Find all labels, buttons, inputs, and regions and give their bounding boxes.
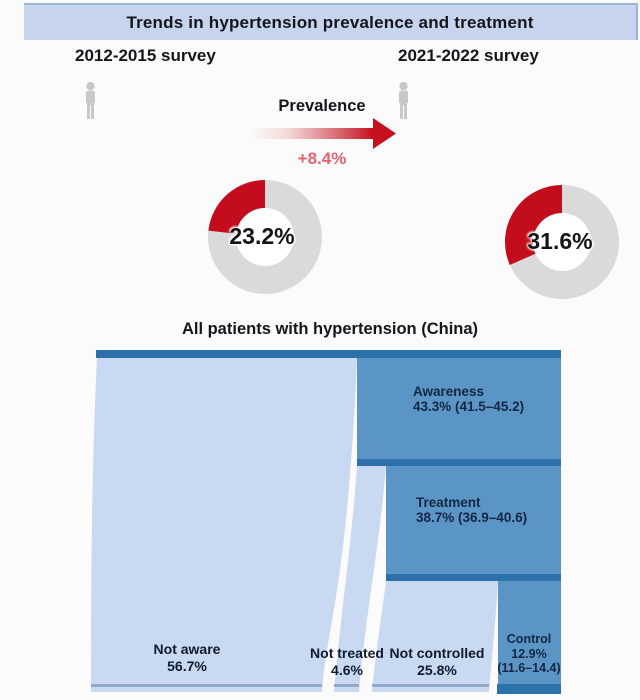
- not-treated-name: Not treated: [310, 645, 384, 661]
- not-treated-value: 4.6%: [331, 661, 363, 678]
- prevalence-label: Prevalence: [278, 97, 366, 115]
- person-icon: [399, 82, 408, 119]
- flow-floor-not-aware: [91, 684, 322, 687]
- control-name: Control: [506, 632, 552, 646]
- control-ci: (11.6–14.4): [497, 661, 561, 675]
- donut-segment-prevalence: [505, 185, 563, 265]
- treatment-value: 38.7% (36.9–40.6): [416, 510, 528, 525]
- label-control: Control 12.9% (11.6–14.4): [495, 632, 563, 676]
- flow-floor-not-treated: [334, 684, 359, 687]
- prevalence-change-value: +8.4%: [297, 149, 347, 168]
- flow-region-not-aware: [91, 358, 357, 692]
- label-not-controlled: Not controlled 25.8%: [377, 645, 497, 678]
- donut-segment-prevalence: [208, 180, 266, 235]
- awareness-name: Awareness: [413, 384, 485, 399]
- page-title: Trends in hypertension prevalence and tr…: [126, 12, 534, 32]
- flow-region-not-controlled: [372, 581, 498, 692]
- label-awareness: Awareness 43.3% (41.5–45.2): [413, 384, 524, 414]
- person-icon: [86, 82, 95, 119]
- not-aware-value: 56.7%: [167, 657, 207, 674]
- not-controlled-name: Not controlled: [389, 645, 485, 661]
- flow-region-not-treated: [334, 466, 386, 692]
- flow-block-treatment: [386, 466, 561, 574]
- prevalence-arrow-icon: [250, 118, 396, 149]
- flow-bar-all-patients: [96, 350, 561, 358]
- donut-value-2021-2022: 31.6%: [527, 228, 593, 254]
- label-not-treated: Not treated 4.6%: [287, 645, 407, 678]
- donut-chart-2021-2022: [505, 185, 619, 299]
- not-aware-name: Not aware: [153, 641, 221, 657]
- label-not-aware: Not aware 56.7%: [107, 641, 267, 674]
- flow-block-control: [498, 581, 561, 684]
- flow-floor-control: [497, 684, 561, 694]
- survey-heading-2021-2022: 2021-2022 survey: [398, 46, 539, 65]
- control-value: 12.9%: [511, 646, 547, 661]
- not-controlled-value: 25.8%: [417, 661, 457, 678]
- awareness-value: 43.3% (41.5–45.2): [413, 399, 525, 414]
- label-treatment: Treatment 38.7% (36.9–40.6): [416, 495, 527, 525]
- donut-value-2012-2015: 23.2%: [229, 223, 295, 249]
- flow-divider-awareness-treatment: [357, 459, 561, 466]
- treatment-name: Treatment: [416, 495, 481, 510]
- flow-floor-not-controlled: [372, 684, 489, 687]
- donut-chart-2012-2015: [208, 180, 322, 294]
- title-banner: Trends in hypertension prevalence and tr…: [24, 3, 638, 40]
- survey-heading-2012-2015: 2012-2015 survey: [75, 46, 216, 65]
- flow-divider-treatment-control: [386, 574, 561, 581]
- flow-chart-title: All patients with hypertension (China): [181, 320, 479, 338]
- flow-block-awareness: [357, 358, 561, 459]
